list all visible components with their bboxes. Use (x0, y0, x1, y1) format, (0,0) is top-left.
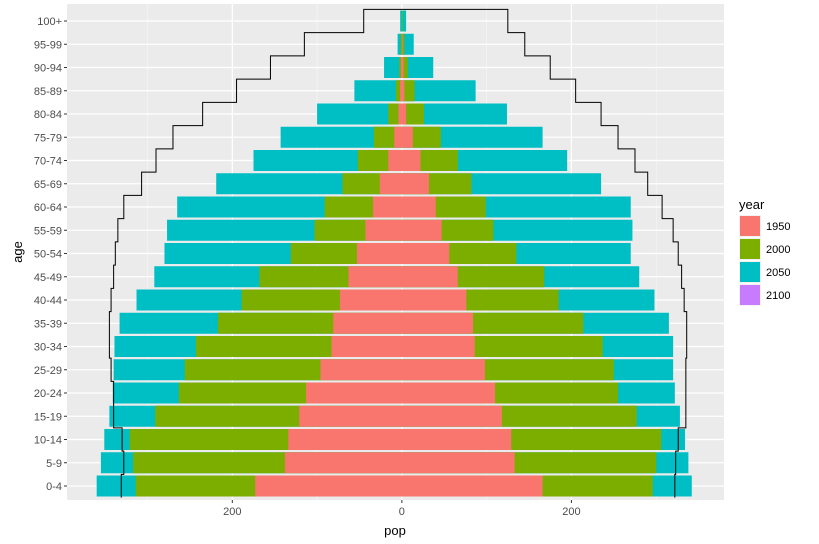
bar-1950-60-64 (373, 196, 436, 218)
bar-1950-95-99 (401, 33, 403, 55)
y-tick-label: 5-9 (46, 458, 62, 470)
legend-title: year (739, 197, 765, 212)
bar-1950-85-89 (400, 80, 405, 102)
legend-swatch-1950 (740, 216, 760, 236)
y-tick-label: 35-39 (34, 318, 62, 330)
legend-swatch-2000 (740, 239, 760, 259)
legend-label-1950: 1950 (766, 221, 790, 233)
y-tick-label: 65-69 (34, 179, 62, 191)
y-axis-title: age (10, 241, 25, 263)
bar-1950-10-14 (288, 429, 512, 450)
bar-1950-0-4 (255, 475, 543, 497)
y-tick-label: 50-54 (34, 249, 62, 261)
y-tick-label: 95-99 (34, 39, 62, 51)
y-tick-label: 10-14 (34, 435, 62, 447)
bar-1950-90-94 (401, 57, 404, 78)
bar-1950-65-69 (379, 173, 429, 195)
bar-1950-20-24 (306, 382, 496, 404)
bar-1950-35-39 (333, 312, 474, 334)
y-tick-label: 70-74 (34, 156, 62, 168)
legend-label-2050: 2050 (766, 267, 790, 279)
y-axis: 0-4 5-9 10-14 15-19 20-24 25-29 30-34 35-39 40-4… (34, 16, 67, 493)
legend: year 1950 2000 2050 2100 (739, 197, 790, 306)
bar-1950-45-49 (348, 266, 458, 288)
y-tick-label: 45-49 (34, 272, 62, 284)
bar-2050-85-89 (354, 80, 476, 102)
y-tick-label: 55-59 (34, 225, 62, 237)
bar-2000-85-89 (395, 80, 415, 102)
legend-label-2100: 2100 (766, 290, 790, 302)
y-tick-label: 15-19 (34, 411, 62, 423)
bars-layer (96, 10, 692, 497)
y-tick-label: 60-64 (34, 202, 62, 214)
x-tick-label: 200 (562, 506, 580, 518)
bar-1950-15-19 (299, 405, 502, 427)
bar-1950-30-34 (331, 336, 475, 357)
y-tick-label: 100+ (37, 16, 62, 28)
bar-1950-80-84 (398, 103, 407, 125)
bar-1950-40-44 (339, 289, 467, 311)
x-axis: 200 0 200 (223, 500, 581, 518)
bar-1950-50-54 (356, 243, 450, 264)
y-tick-label: 20-24 (34, 388, 62, 400)
y-tick-label: 25-29 (34, 365, 62, 377)
y-tick-label: 40-44 (34, 295, 62, 307)
bar-2000-100+ (401, 10, 403, 32)
x-tick-label: 200 (223, 506, 241, 518)
bar-2050-90-94 (384, 57, 434, 78)
x-axis-title: pop (384, 523, 406, 538)
bar-1950-55-59 (365, 219, 442, 241)
bar-1950-25-29 (320, 359, 485, 381)
y-tick-label: 30-34 (34, 342, 62, 354)
y-tick-label: 85-89 (34, 86, 62, 98)
y-tick-label: 80-84 (34, 109, 62, 121)
legend-swatch-2050 (740, 262, 760, 282)
bar-1950-75-79 (394, 126, 413, 148)
legend-label-2000: 2000 (766, 244, 790, 256)
bar-2050-100+ (400, 10, 407, 32)
bar-1950-5-9 (284, 452, 515, 474)
series-2100-outline (108, 8, 688, 498)
bar-2000-90-94 (399, 57, 408, 78)
bar-2050-95-99 (397, 33, 414, 55)
y-tick-label: 0-4 (46, 481, 62, 493)
y-tick-label: 90-94 (34, 63, 62, 75)
bar-1950-70-74 (388, 150, 421, 171)
x-tick-label: 0 (399, 506, 405, 518)
y-tick-label: 75-79 (34, 132, 62, 144)
legend-swatch-2100 (740, 285, 760, 305)
